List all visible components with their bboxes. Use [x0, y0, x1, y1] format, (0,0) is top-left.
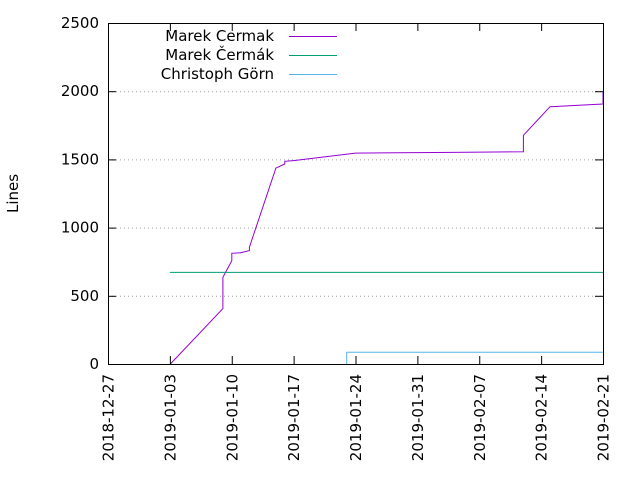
x-tick-label: 2019-01-10 — [223, 374, 241, 461]
legend-label-2: Marek Čermák — [165, 45, 274, 64]
x-tick-label: 2019-01-17 — [285, 374, 303, 461]
y-tick-label: 500 — [70, 287, 99, 305]
y-tick-label: 0 — [89, 355, 99, 373]
x-tick-label: 2019-02-07 — [471, 374, 489, 461]
y-axis-label: Lines — [4, 174, 22, 213]
legend-label-1: Marek Cermak — [165, 27, 274, 45]
x-tick-label: 2019-02-21 — [595, 374, 613, 461]
gridlines — [108, 91, 603, 297]
x-tick-label: 2019-01-31 — [409, 374, 427, 461]
series-line-3 — [346, 351, 603, 365]
y-tick-label: 2000 — [61, 82, 99, 100]
x-tick-label: 2019-02-14 — [533, 374, 551, 461]
y-tick-label: 1000 — [61, 219, 99, 237]
y-tick-label: 1500 — [61, 150, 99, 168]
axes: 0 500 1000 1500 2000 2500 2018-12-27 2019-01-03… — [4, 14, 613, 461]
series-lines — [169, 91, 604, 365]
x-tick-label: 2019-01-03 — [161, 374, 179, 461]
x-tick-label: 2018-12-27 — [100, 374, 118, 461]
y-tick-label: 2500 — [61, 14, 99, 32]
legend-label-3: Christoph Görn — [161, 65, 274, 83]
series-line-1 — [169, 91, 604, 365]
x-tick-label: 2019-01-24 — [347, 374, 365, 461]
